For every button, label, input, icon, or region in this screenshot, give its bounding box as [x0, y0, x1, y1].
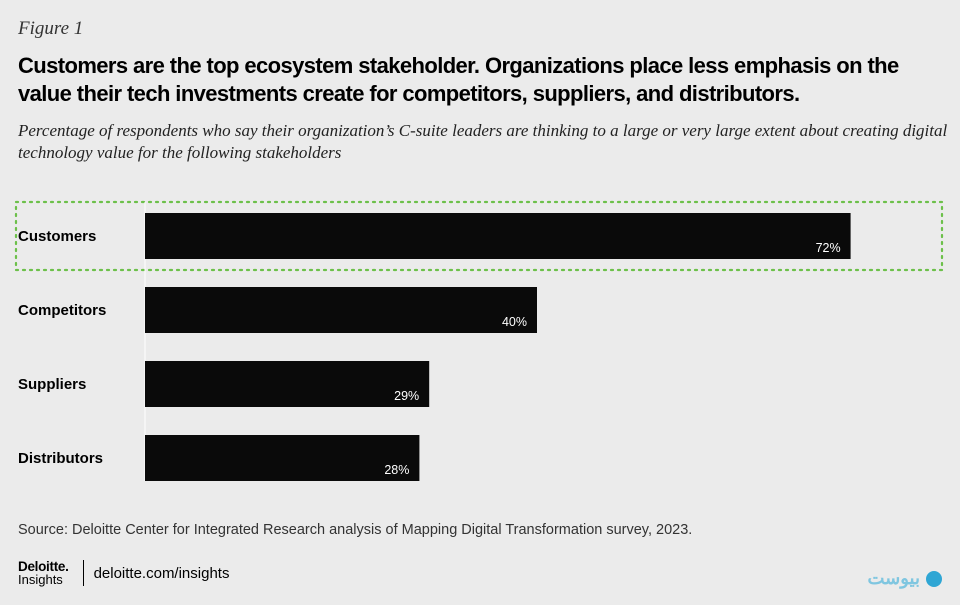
value-label: 40%: [502, 315, 527, 329]
logo-sub: Insights: [18, 572, 63, 587]
bar-chart: Customers 72% Competitors 40% Suppliers 29% Di…: [14, 200, 944, 481]
bar: [145, 435, 420, 481]
watermark-logo: بیوست: [867, 568, 921, 588]
logo-dot-icon: .: [65, 559, 69, 574]
chart-subtitle: Percentage of respondents who say their …: [18, 121, 948, 162]
value-label: 29%: [394, 389, 419, 403]
brand-url-link[interactable]: deloitte.com/insights: [93, 564, 230, 582]
category-label: Suppliers: [18, 376, 86, 393]
deloitte-insights-logo: Deloitte. Insights: [18, 560, 69, 586]
bar: [145, 213, 851, 259]
source-note: Source: Deloitte Center for Integrated R…: [18, 522, 693, 538]
brand-divider: [82, 560, 84, 586]
bar: [145, 361, 430, 407]
watermark-dot-icon: [926, 570, 942, 587]
category-label: Distributors: [18, 450, 103, 467]
bar: [145, 287, 537, 333]
highlight-box: [14, 200, 944, 272]
value-label: 28%: [384, 463, 409, 477]
logo-name: Deloitte: [18, 559, 66, 574]
chart-title: Customers are the top ecosystem stakehol…: [18, 53, 899, 106]
brand-footer: Deloitte. Insights deloitte.com/insights: [18, 558, 229, 588]
category-label: Customers: [18, 228, 96, 245]
value-label: 72%: [816, 241, 841, 255]
watermark: بیوست: [867, 568, 942, 589]
figure-label: Figure 1: [18, 18, 84, 39]
category-label: Competitors: [18, 302, 106, 319]
